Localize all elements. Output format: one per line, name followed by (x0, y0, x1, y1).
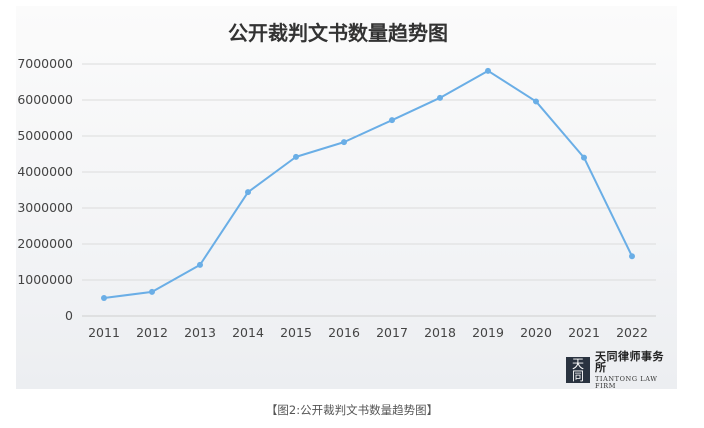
y-tick-label: 0 (65, 308, 73, 323)
x-tick-label: 2012 (136, 325, 168, 340)
x-axis-ticks: 2011 2012 2013 2014 2015 2016 2017 2018 2019 2020… (88, 325, 648, 340)
law-firm-logo: 天 同 天同律师事务所 TIANTONG LAW FIRM (566, 351, 674, 389)
data-point (293, 153, 299, 160)
data-point (533, 98, 539, 105)
y-tick-label: 3000000 (17, 200, 73, 215)
series-line (103, 69, 633, 299)
y-tick-label: 6000000 (17, 92, 73, 107)
data-point (629, 253, 635, 260)
x-tick-label: 2017 (376, 325, 408, 340)
x-tick-label: 2019 (472, 325, 504, 340)
data-point (341, 139, 347, 146)
gridlines (82, 63, 656, 281)
y-axis-ticks: 0 1000000 2000000 3000000 4000000 5000000 6000… (17, 56, 73, 323)
figure-caption: 【图2:公开裁判文书数量趋势图】 (265, 403, 439, 417)
data-point (197, 261, 203, 268)
logo-mark: 天 同 (566, 357, 590, 383)
x-tick-label: 2020 (520, 325, 552, 340)
data-point (101, 295, 107, 301)
y-tick-label: 5000000 (17, 128, 73, 143)
x-tick-label: 2011 (88, 325, 120, 340)
x-tick-label: 2015 (280, 325, 312, 340)
y-tick-label: 4000000 (17, 164, 73, 179)
chart-panel: 公开裁判文书数量趋势图 0 1000000 2000000 3000000 400000… (16, 6, 677, 389)
x-tick-label: 2018 (424, 325, 456, 340)
logo-text: 天同律师事务所 TIANTONG LAW FIRM (595, 351, 674, 389)
line-chart: 公开裁判文书数量趋势图 0 1000000 2000000 3000000 400000… (17, 21, 656, 340)
chart-title: 公开裁判文书数量趋势图 (228, 21, 448, 45)
x-tick-label: 2016 (328, 325, 360, 340)
logo-mark-bottom: 同 (571, 369, 584, 383)
x-tick-label: 2021 (568, 325, 600, 340)
x-tick-label: 2013 (184, 325, 216, 340)
x-tick-label: 2014 (232, 325, 264, 340)
data-point (437, 94, 443, 101)
data-point (581, 154, 587, 161)
data-point (485, 67, 491, 74)
data-point (149, 288, 155, 295)
data-point (389, 117, 395, 124)
y-tick-label: 1000000 (17, 272, 73, 287)
data-point (245, 189, 251, 196)
logo-en-name: TIANTONG LAW FIRM (595, 375, 658, 390)
data-points (101, 67, 635, 301)
logo-cn-name: 天同律师事务所 (595, 350, 664, 374)
y-tick-label: 2000000 (17, 236, 73, 251)
y-tick-label: 7000000 (17, 56, 73, 71)
x-tick-label: 2022 (616, 325, 648, 340)
logo-mark-top: 天 (571, 357, 584, 371)
